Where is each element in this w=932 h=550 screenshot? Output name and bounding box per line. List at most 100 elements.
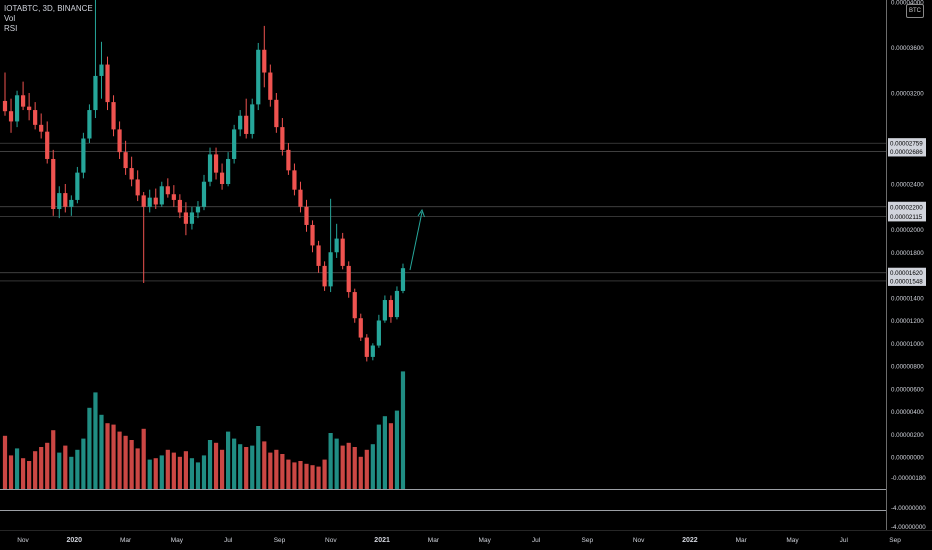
- volume-bar-56: [340, 445, 345, 489]
- arrow-head: [417, 208, 425, 218]
- volume-bar-16: [99, 414, 104, 489]
- volume-bar-48: [292, 462, 297, 489]
- candle-body-9: [57, 193, 62, 210]
- volume-indicator-label[interactable]: Vol: [4, 14, 16, 23]
- level-label-box-0: [888, 138, 926, 149]
- volume-bar-34: [207, 440, 213, 489]
- volume-bar-40: [244, 447, 249, 489]
- candle-body-64: [388, 300, 394, 318]
- price-axis-label-6: 0.00001400: [891, 295, 924, 302]
- candle-body-17: [105, 64, 110, 103]
- volume-bar-10: [63, 445, 68, 489]
- level-label-3: 0.00002115: [890, 214, 923, 221]
- level-label-box-2: [888, 201, 926, 212]
- candle-body-38: [232, 129, 237, 159]
- candle-body-31: [189, 212, 195, 224]
- price-axis-label-8: 0.00001000: [891, 341, 924, 348]
- volume-bar-63: [382, 416, 387, 489]
- level-label-5: 0.00001548: [890, 278, 923, 285]
- volume-bar-30: [183, 451, 188, 489]
- volume-bar-38: [232, 438, 237, 489]
- currency-badge[interactable]: BTC: [906, 4, 924, 18]
- volume-bar-39: [238, 444, 243, 489]
- volume-bar-35: [213, 442, 219, 489]
- volume-bar-25: [153, 458, 158, 489]
- candle-body-24: [147, 197, 152, 207]
- volume-bar-4: [27, 461, 32, 489]
- candle-body-36: [219, 172, 225, 184]
- volume-bar-41: [250, 445, 255, 489]
- rsi-indicator-label[interactable]: RSI: [4, 24, 18, 33]
- time-axis-label-8: Mar: [428, 537, 440, 544]
- candle-body-47: [286, 149, 291, 171]
- price-axis: 0.00004000 0.00003600 0.00003200 0.00002400…: [891, 0, 926, 531]
- volume-series: [2, 371, 406, 489]
- candle-body-39: [238, 115, 243, 130]
- time-axis-label-14: Mar: [736, 537, 748, 544]
- volume-bar-42: [256, 426, 261, 489]
- volume-bar-1: [8, 455, 14, 489]
- volume-bar-2: [14, 448, 20, 489]
- volume-bar-52: [316, 466, 321, 489]
- rsi-axis-label-0: -4.00000000: [891, 505, 926, 512]
- candle-body-7: [45, 131, 50, 159]
- volume-bar-14: [87, 407, 92, 489]
- price-axis-label-12: 0.00000200: [891, 432, 924, 439]
- candle-body-13: [81, 138, 86, 173]
- volume-bar-62: [376, 424, 381, 489]
- volume-bar-15: [93, 392, 98, 489]
- candle-body-61: [370, 345, 375, 357]
- candle-body-5: [33, 110, 38, 125]
- volume-bar-6: [39, 447, 44, 489]
- price-axis-label-4: 0.00002000: [891, 227, 924, 234]
- symbol-title[interactable]: IOTABTC, 3D, BINANCE: [4, 4, 93, 13]
- candle-body-18: [111, 102, 116, 130]
- candle-body-41: [250, 104, 255, 134]
- time-axis-label-4: Jul: [224, 537, 233, 544]
- candle-body-65: [394, 290, 400, 318]
- volume-bar-27: [165, 449, 170, 489]
- candle-body-33: [201, 181, 207, 207]
- volume-bar-44: [268, 452, 273, 489]
- volume-bar-21: [129, 440, 134, 489]
- volume-bar-46: [280, 454, 285, 489]
- candle-body-0: [2, 100, 8, 112]
- candle-body-49: [298, 189, 303, 207]
- rsi-axis-label-1: -4.00000000: [891, 524, 926, 531]
- price-axis-label-1: 0.00003600: [891, 45, 924, 52]
- price-axis-label-2: 0.00003200: [891, 91, 924, 98]
- candle-body-16: [99, 64, 104, 76]
- time-axis-label-3: May: [171, 537, 184, 544]
- level-label-2: 0.00002200: [890, 204, 923, 211]
- time-axis-label-2: Mar: [120, 537, 132, 544]
- candle-body-29: [177, 199, 182, 213]
- candle-body-45: [274, 99, 279, 128]
- price-axis-label-5: 0.00001800: [891, 250, 924, 257]
- projection-arrow: [409, 208, 425, 271]
- volume-bar-45: [274, 449, 279, 489]
- arrow-line: [409, 211, 423, 271]
- time-axis-label-16: Jul: [840, 537, 849, 544]
- candle-body-10: [63, 193, 68, 207]
- price-axis-label-13: 0.00000000: [891, 455, 924, 462]
- volume-bar-29: [177, 456, 182, 489]
- volume-bar-3: [20, 458, 26, 489]
- candle-body-4: [27, 106, 32, 111]
- candle-body-46: [280, 127, 285, 150]
- candle-body-14: [87, 110, 92, 139]
- candle-body-57: [346, 265, 351, 293]
- volume-bar-18: [111, 424, 116, 489]
- level-label-box-5: [888, 275, 926, 286]
- candle-body-66: [400, 268, 406, 291]
- candle-body-59: [358, 318, 363, 338]
- chart-legend: IOTABTC, 3D, BINANCE Vol RSI: [4, 4, 93, 34]
- volume-bar-51: [310, 465, 315, 489]
- volume-bar-31: [189, 458, 195, 489]
- volume-bar-55: [334, 438, 339, 489]
- volume-bar-66: [400, 371, 406, 489]
- candle-body-44: [268, 72, 273, 100]
- volume-bar-12: [75, 449, 80, 489]
